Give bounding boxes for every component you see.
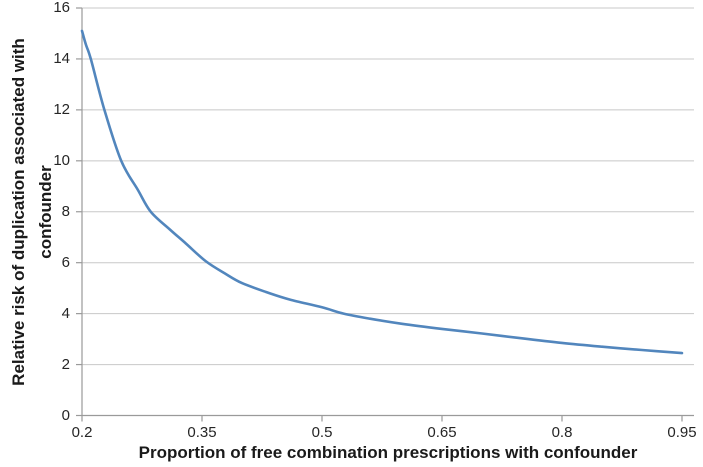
- y-tick-label-6: 6: [61, 253, 70, 271]
- y-tick-label-12: 12: [53, 100, 70, 118]
- y-tick-label-14: 14: [53, 49, 70, 67]
- y-tick-label-4: 4: [61, 304, 70, 322]
- x-tick-label-0.35: 0.35: [187, 423, 217, 441]
- x-tick-label-0.95: 0.95: [667, 423, 697, 441]
- y-tick-label-2: 2: [61, 355, 70, 373]
- x-tick-label-0.8: 0.8: [551, 423, 573, 441]
- x-tick-label-0.5: 0.5: [311, 423, 333, 441]
- x-tick-label-0.65: 0.65: [427, 423, 457, 441]
- x-axis-title: Proportion of free combination prescript…: [138, 443, 638, 462]
- y-tick-label-0: 0: [61, 406, 70, 424]
- x-tick-label-0.2: 0.2: [71, 423, 93, 441]
- data-series-curve: [80, 29, 684, 355]
- y-tick-label-10: 10: [53, 151, 70, 169]
- y-tick-label-16: 16: [53, 0, 70, 16]
- y-tick-label-8: 8: [61, 202, 70, 220]
